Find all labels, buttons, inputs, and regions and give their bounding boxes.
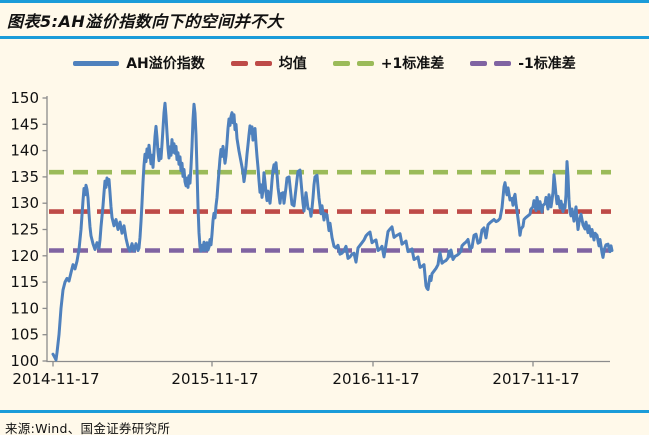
svg-text:140: 140 [10,142,39,160]
dashed-line-icon [470,60,512,66]
legend-label: -1标准差 [518,56,576,72]
legend-label: 均值 [278,56,307,72]
x-axis-ticks: 2014-11-17 2015-11-17 2016-11-17 2017-11-17 [12,361,580,388]
dashed-line-icon [332,60,374,66]
svg-text:145: 145 [10,115,39,133]
source-bar: 来源:Wind、国金证券研究所 [0,410,649,435]
legend-item-mean: 均值 [230,53,307,73]
chart-legend: AH溢价指数 均值 +1标准差 -1标准差 [0,53,649,73]
legend-item-plus-sigma: +1标准差 [332,53,445,73]
svg-text:110: 110 [10,299,39,317]
chart-canvas: 100 105 110 115 120 125 130 135 140 145 150 2014-11… [10,89,614,388]
svg-text:115: 115 [10,273,39,291]
legend-item-minus-sigma: -1标准差 [470,53,576,73]
y-axis-ticks: 100 105 110 115 120 125 130 135 140 145 150 [10,89,47,370]
svg-text:2015-11-17: 2015-11-17 [171,370,258,388]
source-note: 来源:Wind、国金证券研究所 [5,421,171,435]
title-bar: 图表5:AH溢价指数向下的空间并不大 [0,0,649,39]
svg-text:2014-11-17: 2014-11-17 [12,370,99,388]
svg-text:130: 130 [10,194,39,212]
legend-label: AH溢价指数 [126,56,205,72]
dashed-line-icon [230,60,272,66]
svg-text:135: 135 [10,168,39,186]
svg-text:100: 100 [10,352,39,370]
legend-item-series: AH溢价指数 [73,53,205,73]
solid-line-icon [73,60,120,66]
svg-text:2017-11-17: 2017-11-17 [492,370,579,388]
svg-text:105: 105 [10,326,39,344]
svg-text:2016-11-17: 2016-11-17 [332,370,419,388]
svg-text:150: 150 [10,89,39,107]
legend-label: +1标准差 [380,56,445,72]
page-title: 图表5:AH溢价指数向下的空间并不大 [7,11,284,31]
svg-text:120: 120 [10,247,39,265]
svg-text:125: 125 [10,221,39,239]
series-line [51,101,614,362]
